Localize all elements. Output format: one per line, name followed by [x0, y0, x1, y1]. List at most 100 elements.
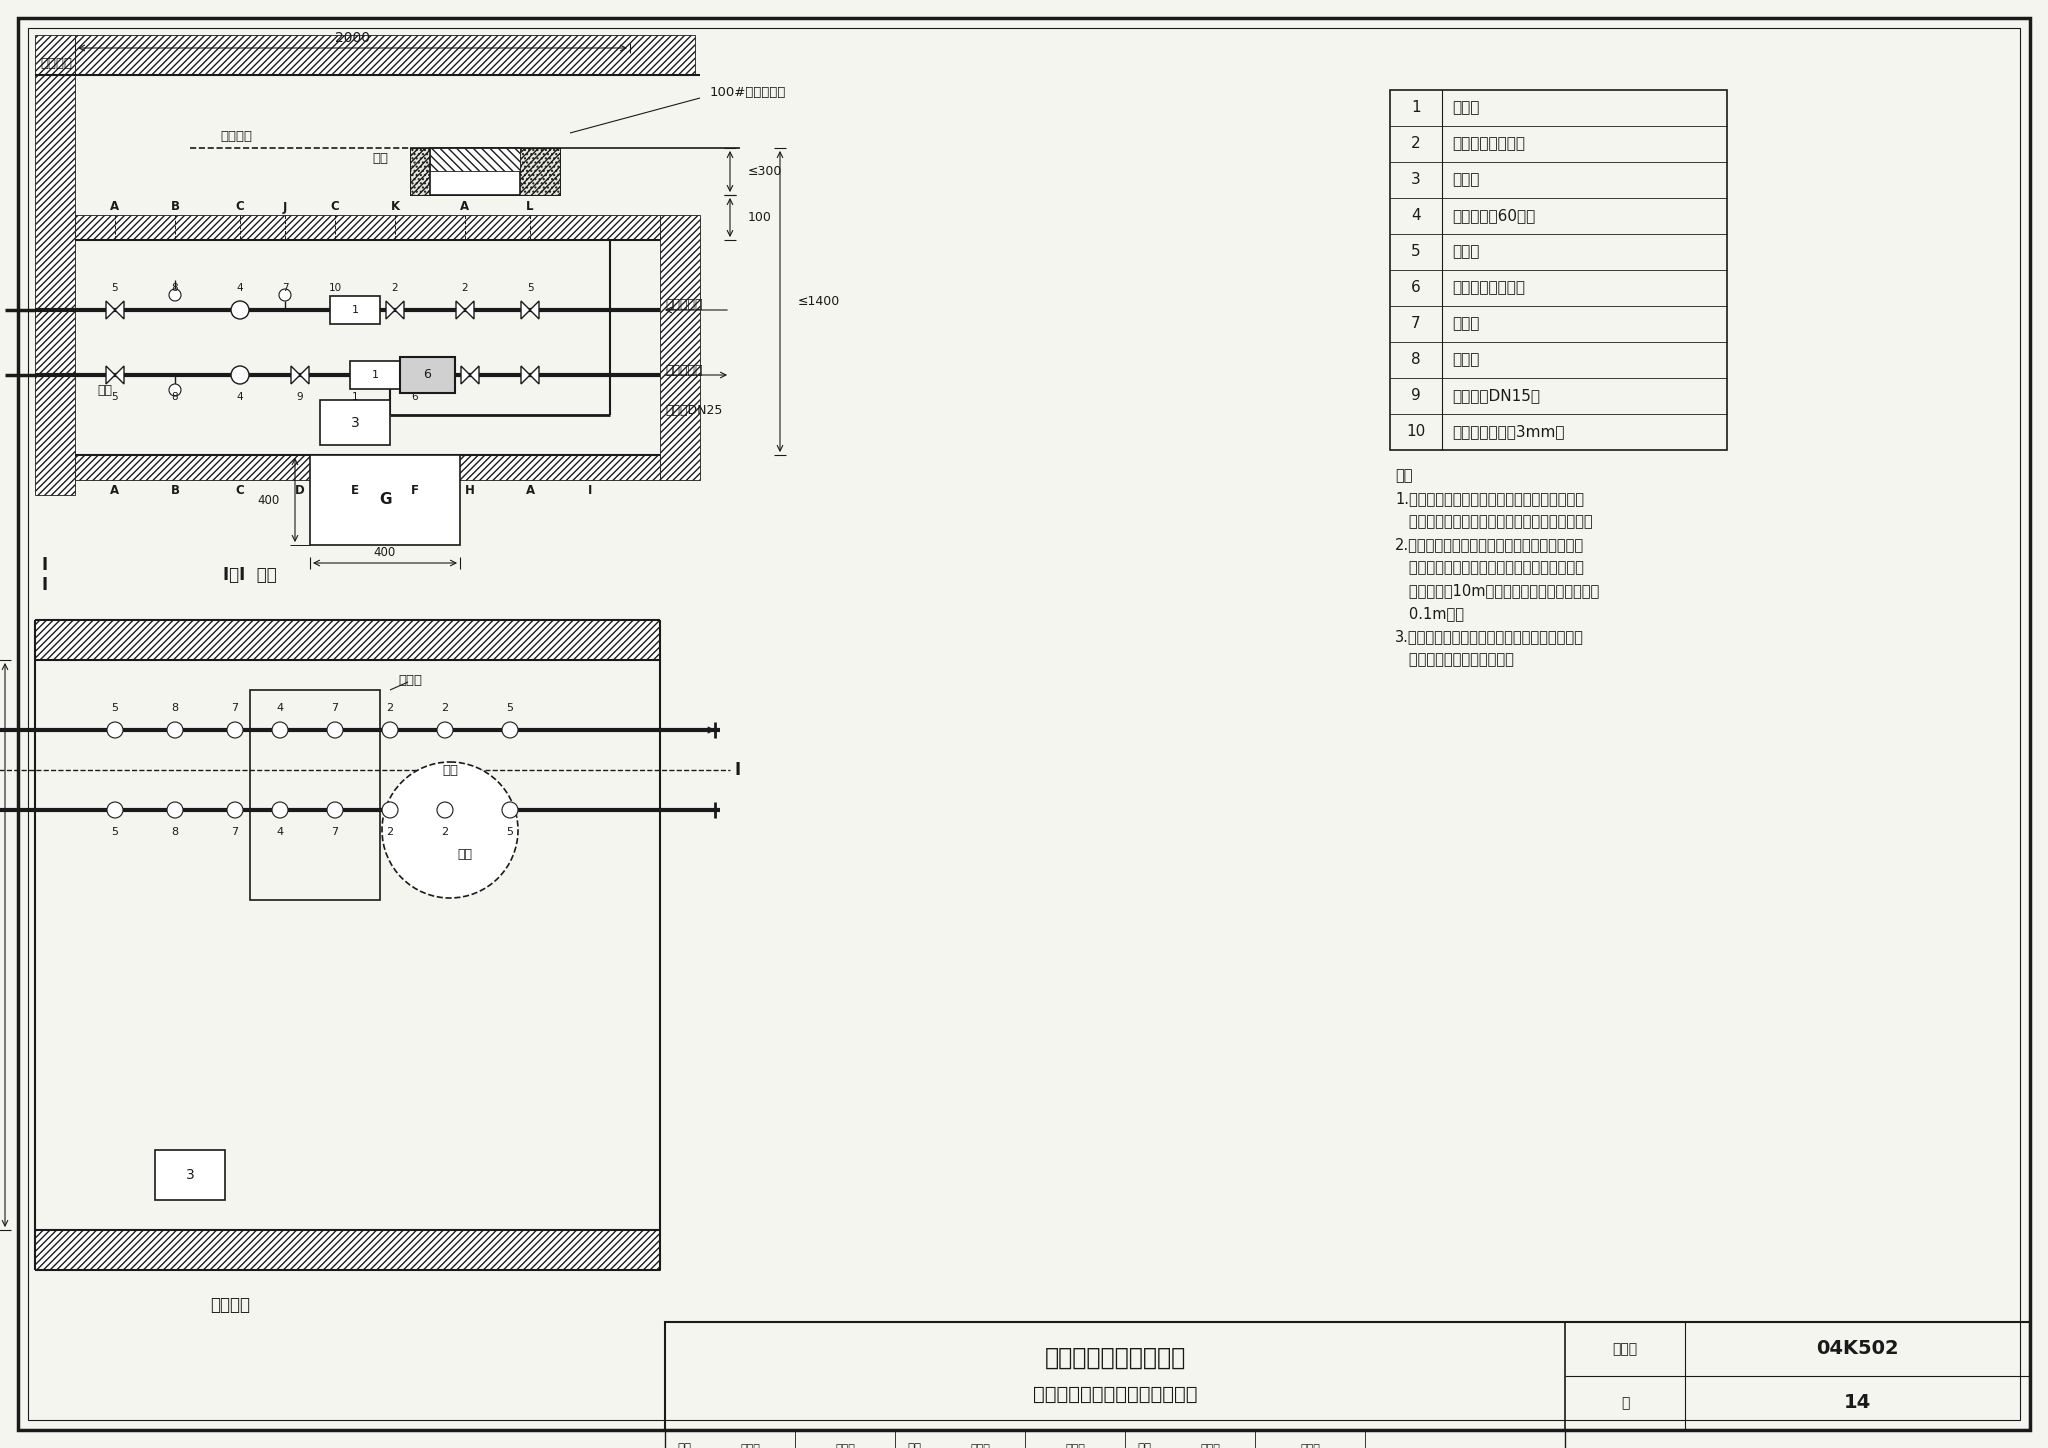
Text: F: F [412, 484, 420, 497]
Bar [330, 295, 381, 324]
Text: 7: 7 [332, 827, 338, 837]
Circle shape [227, 802, 244, 818]
Polygon shape [457, 301, 465, 319]
Bar [430, 148, 520, 195]
Bar [350, 361, 399, 390]
Text: 入口平面: 入口平面 [211, 1296, 250, 1313]
Bar [666, 1431, 1565, 1448]
Text: K: K [391, 200, 399, 213]
Polygon shape [520, 366, 530, 384]
Text: 4: 4 [238, 282, 244, 292]
Circle shape [502, 802, 518, 818]
Polygon shape [465, 301, 473, 319]
Text: 10: 10 [1407, 424, 1425, 440]
Text: 1: 1 [1411, 100, 1421, 116]
Text: 5: 5 [506, 827, 514, 837]
Bar [35, 620, 659, 660]
Text: 赵立民: 赵立民 [1200, 1444, 1221, 1448]
Text: E: E [350, 484, 358, 497]
Circle shape [502, 723, 518, 738]
Text: 1: 1 [352, 392, 358, 403]
Bar [76, 455, 659, 479]
Text: 2: 2 [387, 702, 393, 712]
Text: 9: 9 [297, 392, 303, 403]
Text: 1: 1 [371, 371, 379, 379]
Circle shape [383, 802, 397, 818]
Text: 8: 8 [172, 392, 178, 403]
Text: 100#细石混凝土: 100#细石混凝土 [711, 87, 786, 100]
Text: 人孔: 人孔 [373, 152, 387, 165]
Text: 4: 4 [1411, 209, 1421, 223]
Text: 积分仪: 积分仪 [1452, 172, 1479, 187]
Bar [659, 214, 700, 479]
Text: 人孔: 人孔 [442, 763, 459, 776]
Text: J: J [283, 200, 287, 213]
Text: I: I [735, 762, 741, 779]
Text: 校对: 校对 [907, 1442, 922, 1448]
Bar [35, 35, 76, 495]
Polygon shape [530, 366, 539, 384]
Circle shape [383, 723, 397, 738]
Polygon shape [385, 301, 395, 319]
Bar [399, 358, 455, 392]
Circle shape [106, 723, 123, 738]
Text: 5: 5 [113, 282, 119, 292]
Text: 6: 6 [424, 368, 430, 381]
Text: 刘郁程: 刘郁程 [1065, 1444, 1085, 1448]
Text: 7: 7 [283, 282, 289, 292]
Text: 8: 8 [172, 827, 178, 837]
Text: 2: 2 [1411, 136, 1421, 152]
Polygon shape [106, 366, 115, 384]
Text: A: A [526, 484, 535, 497]
Circle shape [272, 802, 289, 818]
Text: 0.1m）。: 0.1m）。 [1395, 607, 1464, 621]
Text: 温度、压力传感器: 温度、压力传感器 [1452, 136, 1526, 152]
Bar [76, 35, 694, 75]
Text: B: B [170, 200, 180, 213]
Text: 8: 8 [172, 702, 178, 712]
Polygon shape [115, 366, 125, 384]
Text: 7: 7 [332, 702, 338, 712]
Text: 保温: 保温 [98, 384, 113, 397]
Circle shape [436, 802, 453, 818]
Text: 1: 1 [352, 306, 358, 316]
Text: 6: 6 [412, 392, 418, 403]
Circle shape [227, 723, 244, 738]
Text: 2: 2 [387, 827, 393, 837]
Text: 截止阀: 截止阀 [1452, 245, 1479, 259]
Text: D: D [295, 484, 305, 497]
Text: 审核: 审核 [678, 1442, 690, 1448]
Text: G: G [379, 492, 391, 507]
Text: 400: 400 [258, 494, 281, 507]
Text: ≤300: ≤300 [748, 165, 782, 178]
Text: 7: 7 [231, 702, 238, 712]
Polygon shape [291, 366, 299, 384]
Text: I: I [588, 484, 592, 497]
Circle shape [106, 802, 123, 818]
Text: 8: 8 [172, 282, 178, 292]
Text: 泄水阀（DN15）: 泄水阀（DN15） [1452, 388, 1540, 404]
Text: 14: 14 [1843, 1393, 1872, 1412]
Bar [309, 455, 461, 544]
Text: 3.温度、压力传感器分别由热量表和自力式压差: 3.温度、压力传感器分别由热量表和自力式压差 [1395, 628, 1583, 644]
Text: 自力式压差控制阀: 自力式压差控制阀 [1452, 281, 1526, 295]
Text: I: I [41, 556, 47, 573]
Polygon shape [395, 301, 403, 319]
Text: A: A [461, 200, 469, 213]
Text: 3: 3 [186, 1169, 195, 1182]
Text: 刘玎玎: 刘玎玎 [836, 1444, 854, 1448]
Text: 4: 4 [276, 702, 283, 712]
Polygon shape [469, 366, 479, 384]
Text: 2: 2 [442, 702, 449, 712]
Circle shape [231, 366, 250, 384]
Text: 2: 2 [442, 827, 449, 837]
Text: 集水坑: 集水坑 [397, 673, 422, 686]
Text: C: C [236, 484, 244, 497]
Bar [156, 1150, 225, 1200]
Text: 04K502: 04K502 [1817, 1339, 1898, 1358]
Text: 注：: 注： [1395, 468, 1413, 484]
Text: H: H [465, 484, 475, 497]
Text: 5: 5 [506, 702, 514, 712]
Text: 压力表: 压力表 [1452, 317, 1479, 332]
Text: 3: 3 [350, 416, 358, 430]
